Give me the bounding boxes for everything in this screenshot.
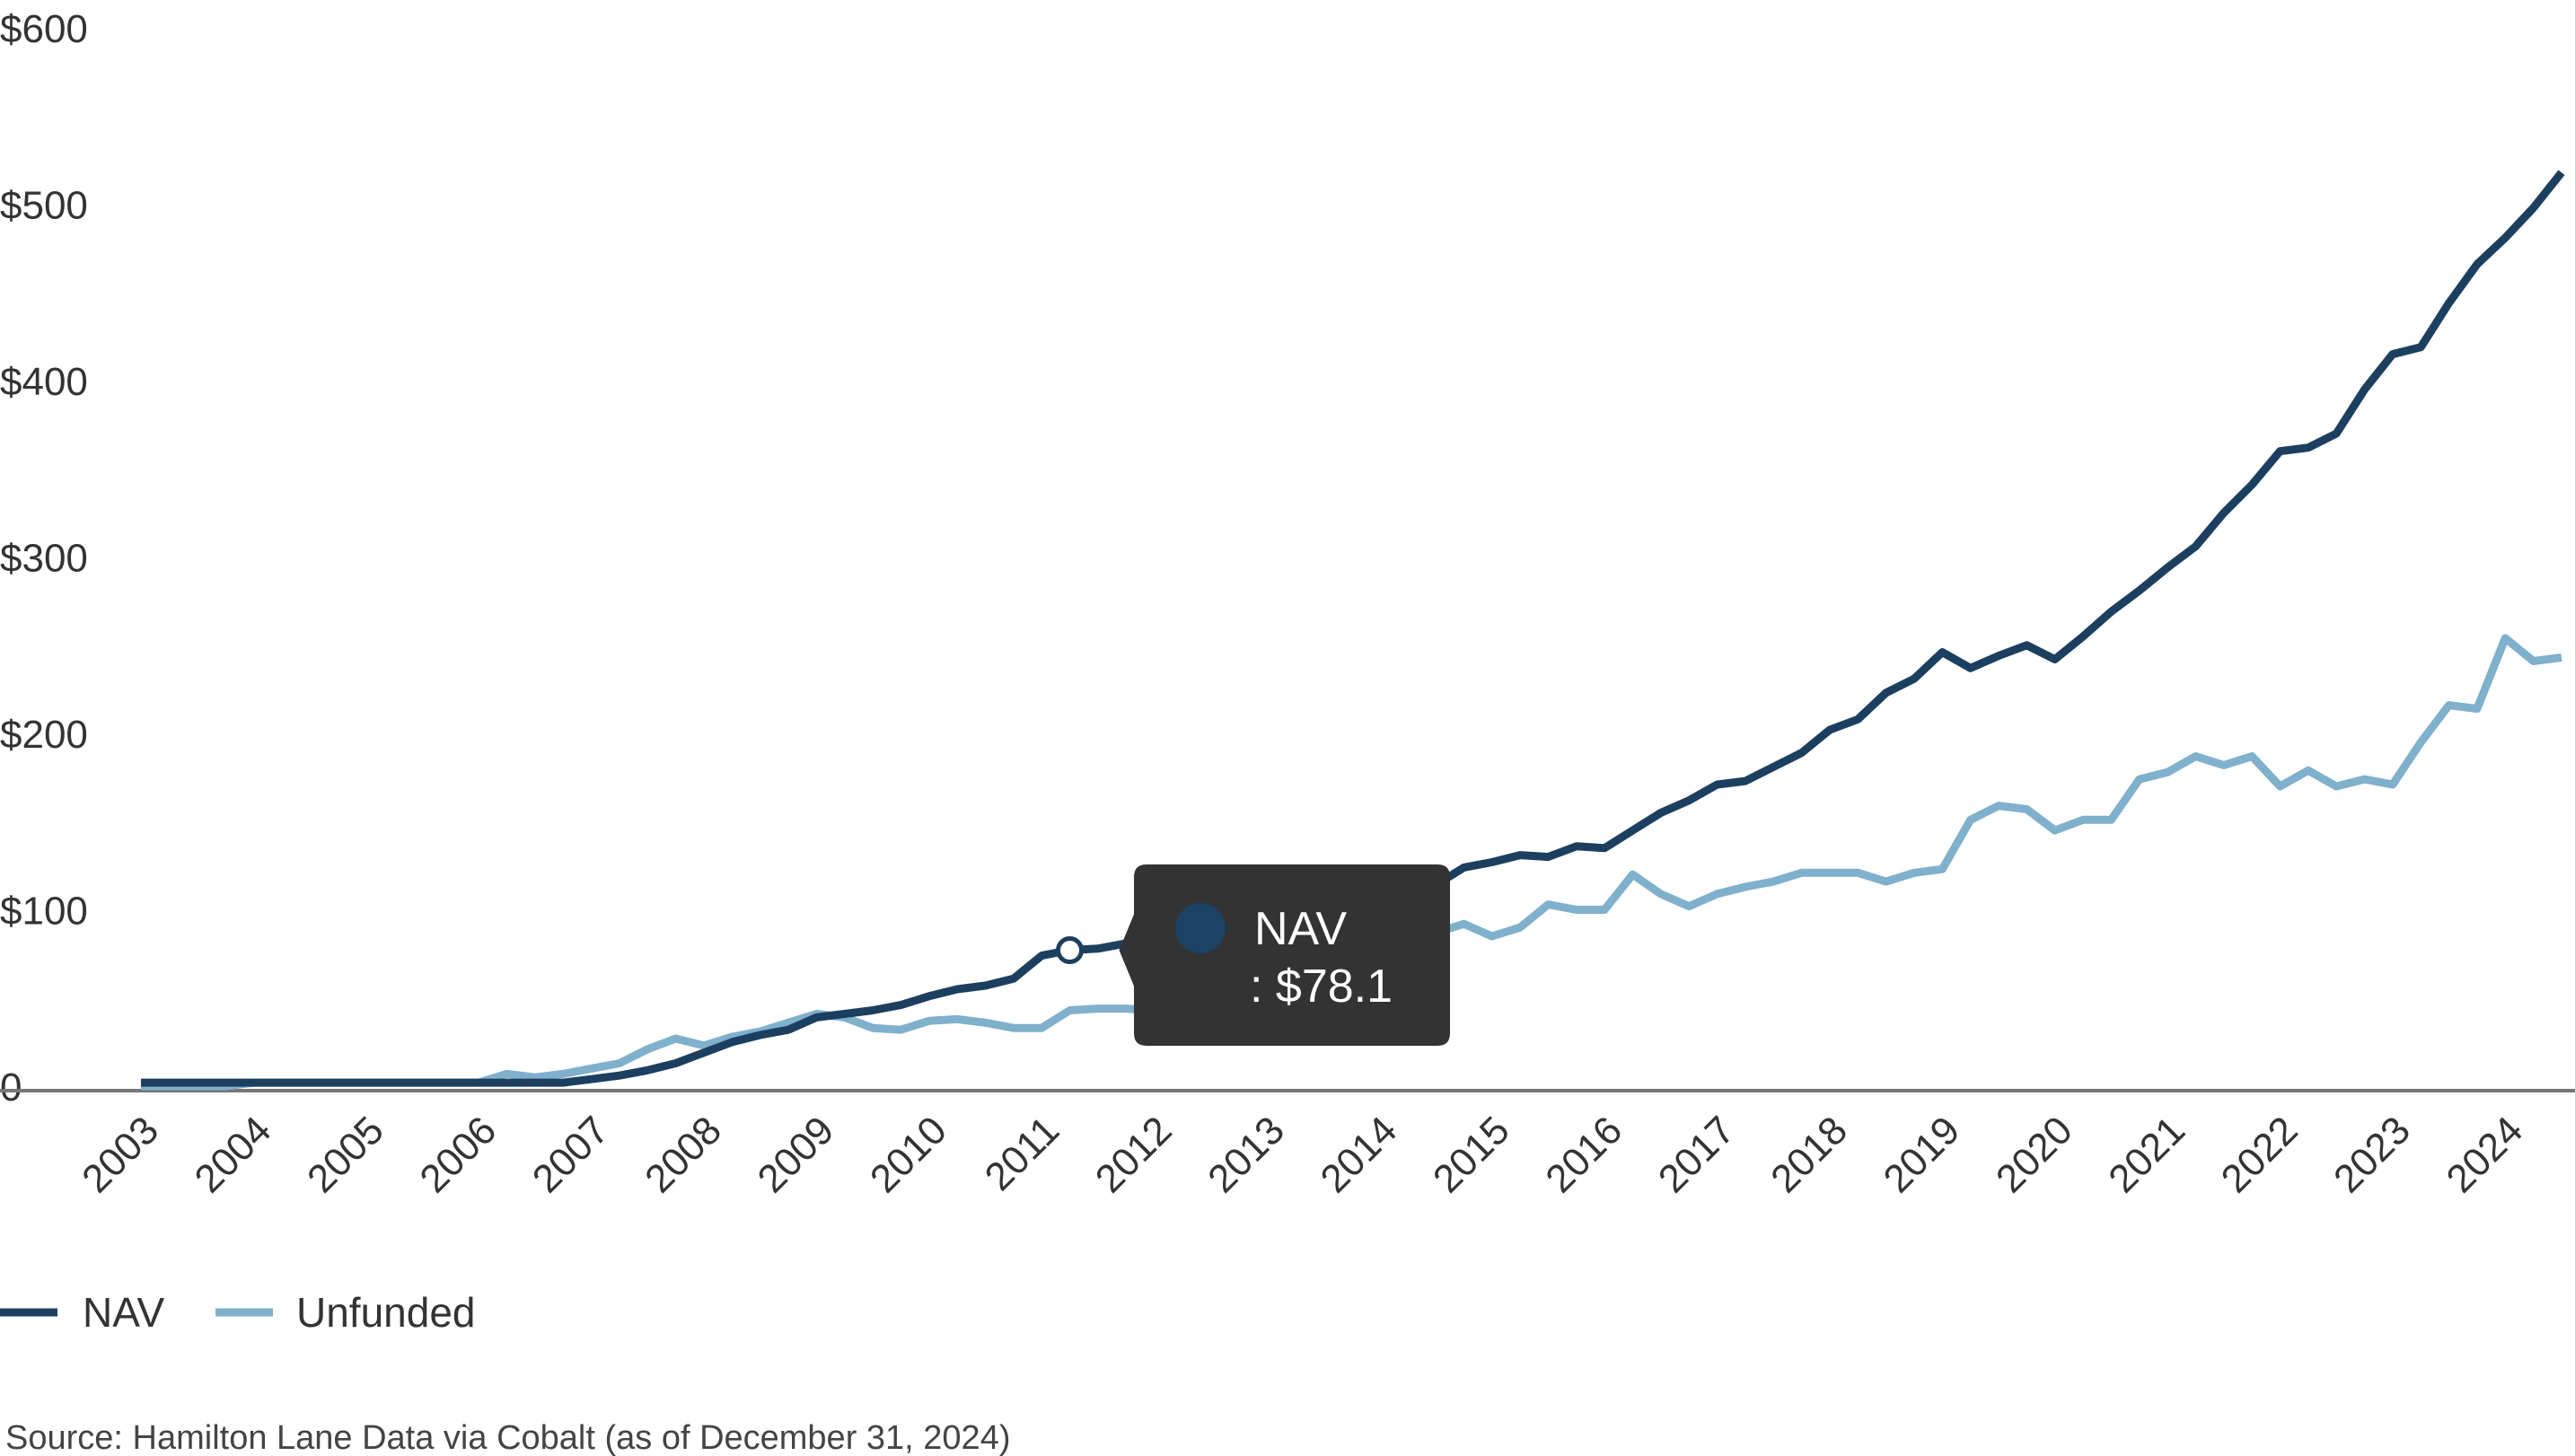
x-tick-label: 2011 xyxy=(977,1108,1068,1199)
x-tick-label: 2024 xyxy=(2439,1108,2532,1201)
x-tick-label: 2004 xyxy=(187,1108,280,1201)
x-tick-label: 2012 xyxy=(1087,1108,1181,1201)
y-tick-label: $400 xyxy=(0,360,88,404)
x-tick-label: 2008 xyxy=(637,1108,730,1201)
tooltip-box xyxy=(1119,864,1450,1046)
y-tick-label: $500 xyxy=(0,184,88,228)
x-tick-label: 2017 xyxy=(1650,1108,1744,1201)
tooltip-value: : $78.1 xyxy=(1250,960,1393,1013)
legend-label-nav: NAV xyxy=(83,1289,164,1336)
x-tick-label: 2005 xyxy=(299,1108,392,1201)
x-tick-label: 2021 xyxy=(2100,1108,2193,1201)
y-axis-ticks: 0 $100 $200 $300 $400 $500 $600 xyxy=(0,7,88,1110)
legend-item-nav[interactable]: NAV xyxy=(0,1289,164,1336)
y-tick-label: $200 xyxy=(0,713,88,757)
x-tick-label: 2009 xyxy=(750,1108,843,1201)
x-tick-label: 2003 xyxy=(74,1108,167,1201)
x-tick-label: 2023 xyxy=(2325,1108,2419,1201)
x-tick-label: 2006 xyxy=(411,1108,505,1201)
x-tick-label: 2018 xyxy=(1762,1108,1856,1201)
x-tick-label: 2007 xyxy=(524,1108,618,1201)
x-tick-label: 2010 xyxy=(862,1108,955,1201)
y-tick-label: $600 xyxy=(0,7,88,51)
tooltip: NAV : $78.1 xyxy=(1056,864,1450,1046)
x-tick-label: 2013 xyxy=(1200,1108,1293,1201)
x-tick-label: 2022 xyxy=(2213,1108,2307,1201)
x-axis-ticks: 2003 2004 2005 2006 2007 2008 2009 2010 2011 2012… xyxy=(74,1108,2531,1201)
hover-point-marker xyxy=(1056,936,1085,965)
x-tick-label: 2014 xyxy=(1313,1108,1406,1201)
y-tick-label: $100 xyxy=(0,890,88,934)
tooltip-series-dot xyxy=(1175,903,1226,953)
y-tick-label: 0 xyxy=(0,1066,22,1110)
x-tick-label: 2019 xyxy=(1876,1108,1969,1201)
y-tick-label: $300 xyxy=(0,537,88,581)
legend-item-unfunded[interactable]: Unfunded xyxy=(215,1289,476,1336)
x-tick-label: 2015 xyxy=(1425,1108,1518,1201)
x-tick-label: 2020 xyxy=(1988,1108,2081,1201)
legend-label-unfunded: Unfunded xyxy=(296,1289,476,1336)
source-note: Source: Hamilton Lane Data via Cobalt (a… xyxy=(5,1419,1010,1456)
tooltip-series-label: NAV xyxy=(1254,903,1347,955)
x-tick-label: 2016 xyxy=(1537,1108,1630,1201)
legend: NAV Unfunded xyxy=(0,1289,476,1336)
